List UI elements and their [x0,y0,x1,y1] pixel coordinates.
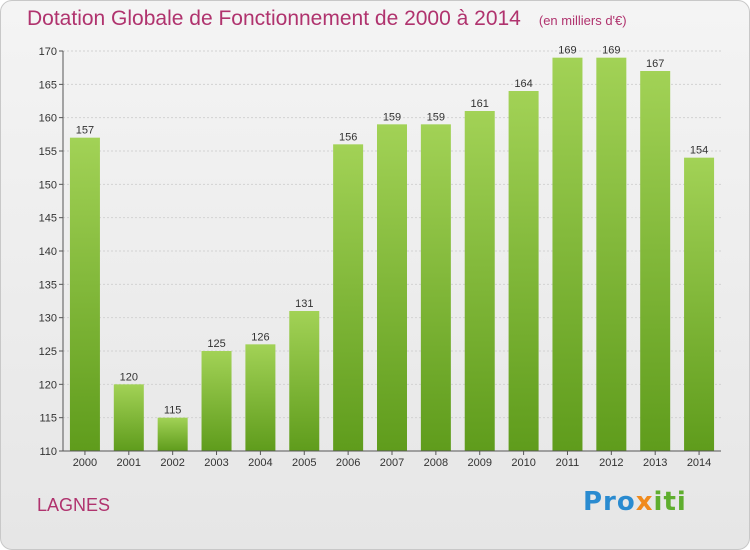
value-label-2008: 159 [427,111,445,123]
y-tick-label: 135 [39,279,57,291]
y-tick-label: 120 [39,379,57,391]
value-label-2007: 159 [383,111,401,123]
value-label-2000: 157 [76,125,94,137]
value-label-2006: 156 [339,131,357,143]
value-label-2010: 164 [514,78,532,90]
x-tick-label-2000: 2000 [73,457,97,469]
x-tick-label-2010: 2010 [511,457,535,469]
y-tick-label: 145 [39,213,57,225]
x-tick-label-2008: 2008 [424,457,448,469]
x-tick-label-2011: 2011 [556,457,580,469]
x-tick-label-2002: 2002 [160,457,184,469]
y-tick-label: 110 [39,446,57,458]
bar-2002 [157,417,188,451]
x-tick-label-2012: 2012 [599,457,623,469]
bar-2006 [333,144,364,452]
proxiti-logo[interactable]: Proxiti [583,487,687,517]
value-label-2004: 126 [251,331,269,343]
y-tick-label: 115 [39,413,57,425]
bar-2008 [420,124,451,451]
x-tick-label-2009: 2009 [467,457,491,469]
x-tick-label-2013: 2013 [643,457,667,469]
bar-layer [69,57,715,452]
x-tick-label-2006: 2006 [336,457,360,469]
label-layer: 157 120 115 125 126 131 156 159 159 161 164 169 169 1… [76,45,708,417]
value-label-2014: 154 [690,145,708,157]
y-tick-label: 160 [39,113,57,125]
value-label-2001: 120 [120,371,138,383]
logo-part-2: x [635,487,654,517]
chart-title: Dotation Globale de Fonctionnement de 20… [27,7,521,30]
value-label-2009: 161 [471,98,489,110]
bar-2004 [245,344,276,451]
value-label-2005: 131 [295,298,313,310]
bar-2001 [113,384,144,451]
y-tick-label: 170 [39,46,57,58]
value-label-2002: 115 [164,405,182,417]
x-tick-label-2007: 2007 [380,457,404,469]
value-label-2011: 169 [558,45,576,57]
commune-name: LAGNES [37,495,111,515]
y-tick-label: 155 [39,146,57,158]
y-tick-label: 140 [39,246,57,258]
title-row: Dotation Globale de Fonctionnement de 20… [27,7,627,31]
bar-2007 [377,124,407,451]
value-label-2013: 167 [646,58,664,70]
x-tick-label-2005: 2005 [292,457,316,469]
y-tick-label: 125 [39,346,57,358]
bar-2010 [508,91,539,451]
bar-2005 [289,311,320,451]
y-tick-label: 130 [39,313,57,325]
x-tick-label-2003: 2003 [204,457,228,469]
x-tick-label-2001: 2001 [117,457,141,469]
bar-2009 [464,111,495,451]
axis-layer: 110 115 120 125 130 135 140 145 150 155 160 165 170 2… [39,46,721,469]
chart-unit: (en milliers d'€) [538,13,627,28]
y-tick-label: 165 [39,79,57,91]
value-label-2003: 125 [207,338,225,350]
x-tick-label-2014: 2014 [687,457,711,469]
x-tick-label-2004: 2004 [248,457,272,469]
bar-2012 [596,57,627,452]
y-tick-label: 150 [39,179,57,191]
bar-2014 [684,157,715,451]
logo-part-1: Pro [583,487,636,517]
bar-2000 [69,137,100,451]
logo-part-3: iti [653,487,687,517]
bar-2013 [640,71,671,451]
bar-2011 [552,57,583,452]
value-label-2012: 169 [602,45,620,57]
bar-2003 [201,351,232,451]
